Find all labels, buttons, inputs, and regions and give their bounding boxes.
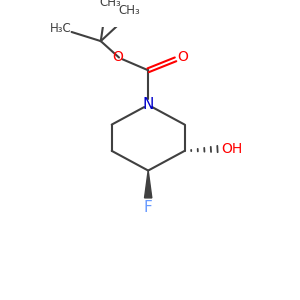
Text: CH₃: CH₃ <box>118 4 140 16</box>
Text: O: O <box>113 50 124 64</box>
Polygon shape <box>145 171 152 198</box>
Text: F: F <box>144 200 153 214</box>
Text: OH: OH <box>221 142 243 156</box>
Text: H₃C: H₃C <box>50 22 71 35</box>
Text: CH₃: CH₃ <box>99 0 121 9</box>
Text: N: N <box>142 98 154 112</box>
Text: O: O <box>177 50 188 64</box>
